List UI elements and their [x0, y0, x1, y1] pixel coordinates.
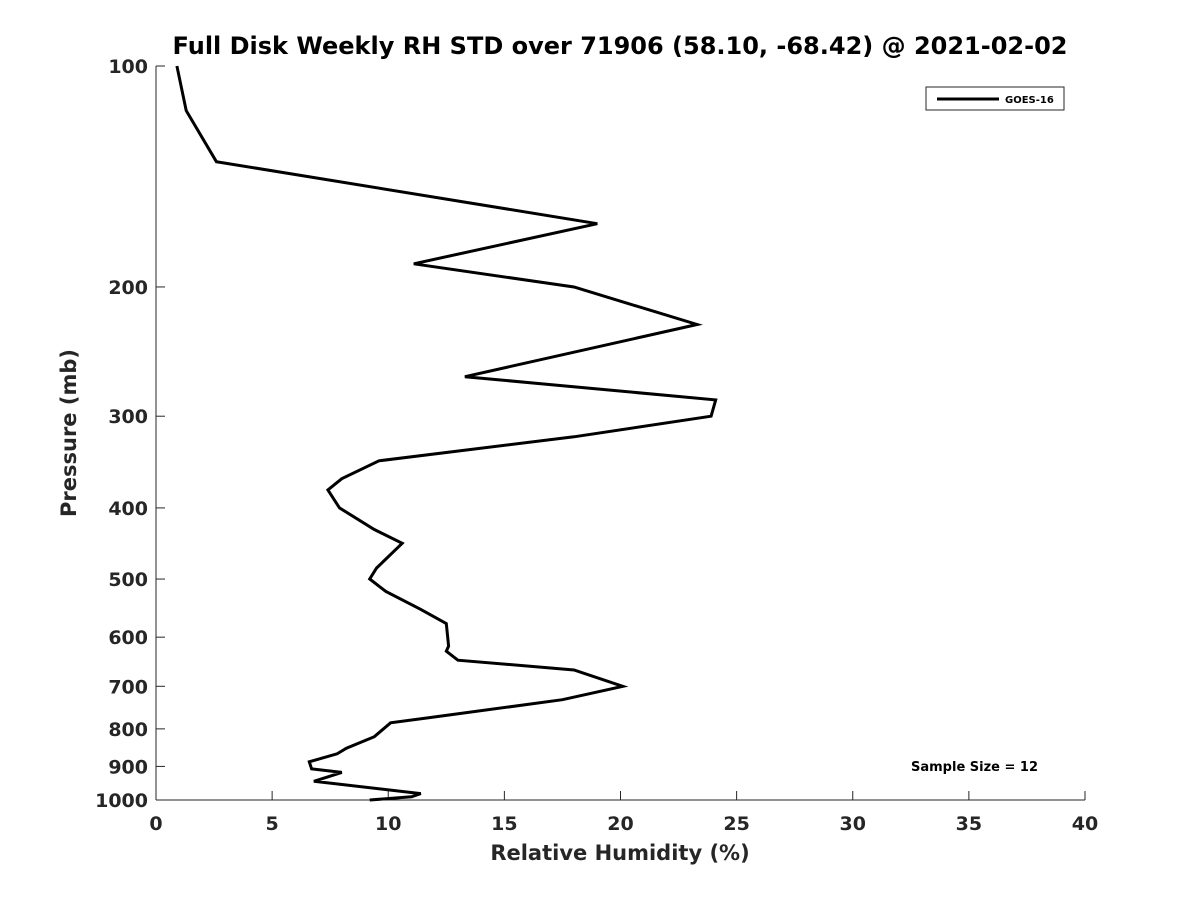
- x-tick-label-2: 10: [375, 813, 401, 835]
- legend-label-goes-16: GOES-16: [1005, 95, 1054, 106]
- y-ticks: 100 200 300 400 500 600 700 800 900 1000: [95, 56, 165, 812]
- legend: GOES-16: [925, 86, 1065, 111]
- y-tick-label-5: 600: [108, 627, 148, 649]
- x-ticks: 0 5 10 15 20 25 30 35 40: [149, 791, 1098, 835]
- x-tick-label-5: 25: [723, 813, 749, 835]
- x-tick-label-4: 20: [607, 813, 633, 835]
- y-tick-label-8: 900: [108, 756, 148, 778]
- series-line-goes-16: [175, 65, 718, 802]
- x-tick-label-0: 0: [149, 813, 162, 835]
- x-axis-label: Relative Humidity (%): [490, 841, 749, 865]
- axes-frame: [155, 66, 1085, 801]
- y-tick-label-1: 200: [108, 277, 148, 299]
- x-tick-label-7: 35: [956, 813, 982, 835]
- chart-title: Full Disk Weekly RH STD over 71906 (58.1…: [173, 32, 1068, 60]
- y-tick-label-4: 500: [108, 569, 148, 591]
- y-tick-label-6: 700: [108, 676, 148, 698]
- y-axis-label: Pressure (mb): [57, 349, 81, 517]
- x-tick-label-3: 15: [491, 813, 517, 835]
- series-layer: [175, 65, 718, 802]
- x-tick-label-6: 30: [840, 813, 866, 835]
- y-tick-label-3: 400: [108, 498, 148, 520]
- y-tick-label-2: 300: [108, 406, 148, 428]
- y-tick-label-7: 800: [108, 719, 148, 741]
- y-tick-label-9: 1000: [95, 790, 148, 812]
- y-tick-label-0: 100: [108, 56, 148, 78]
- sample-size-annotation: Sample Size = 12: [911, 760, 1038, 775]
- x-tick-label-1: 5: [266, 813, 279, 835]
- x-tick-label-8: 40: [1072, 813, 1098, 835]
